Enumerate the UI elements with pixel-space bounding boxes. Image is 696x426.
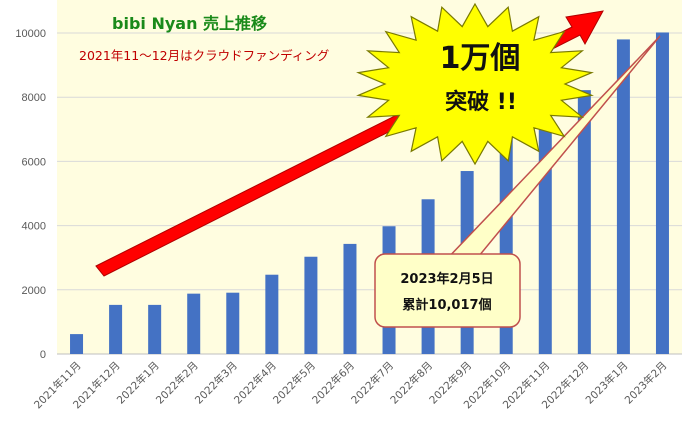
bar	[226, 292, 240, 354]
y-tick-label: 10000	[15, 28, 46, 40]
y-tick-label: 4000	[22, 221, 46, 233]
bar	[109, 304, 123, 354]
bar	[265, 274, 279, 354]
burst-headline: 1万個	[440, 41, 521, 76]
bar	[577, 90, 591, 354]
chart-title: bibi Nyan 売上推移	[112, 14, 267, 33]
bar	[538, 110, 552, 354]
bar	[70, 334, 84, 354]
bar	[187, 293, 201, 354]
burst-subline: 突破 !!	[445, 89, 517, 115]
y-tick-label: 8000	[22, 92, 46, 104]
callout-date: 2023年2月5日	[400, 271, 493, 287]
starburst	[356, 2, 594, 166]
bar	[616, 39, 630, 355]
x-tick-label: 2023年2月	[622, 359, 670, 407]
y-tick-label: 2000	[22, 285, 46, 297]
x-axis-ticks: 2021年11月2021年12月2022年1月2022年2月2022年3月202…	[31, 359, 669, 411]
bar	[343, 243, 357, 354]
bar	[148, 304, 162, 354]
plot-area	[57, 0, 682, 354]
bar	[655, 32, 669, 355]
chart-subtitle: 2021年11～12月はクラウドファンディング	[79, 48, 329, 63]
y-tick-label: 6000	[22, 156, 46, 168]
callout-total: 累計10,017個	[402, 297, 491, 313]
y-axis-ticks: 0 2000 4000 6000 8000 10000	[15, 28, 46, 361]
callout-box	[374, 253, 521, 328]
bar	[304, 256, 318, 354]
y-tick-label: 0	[40, 349, 46, 361]
